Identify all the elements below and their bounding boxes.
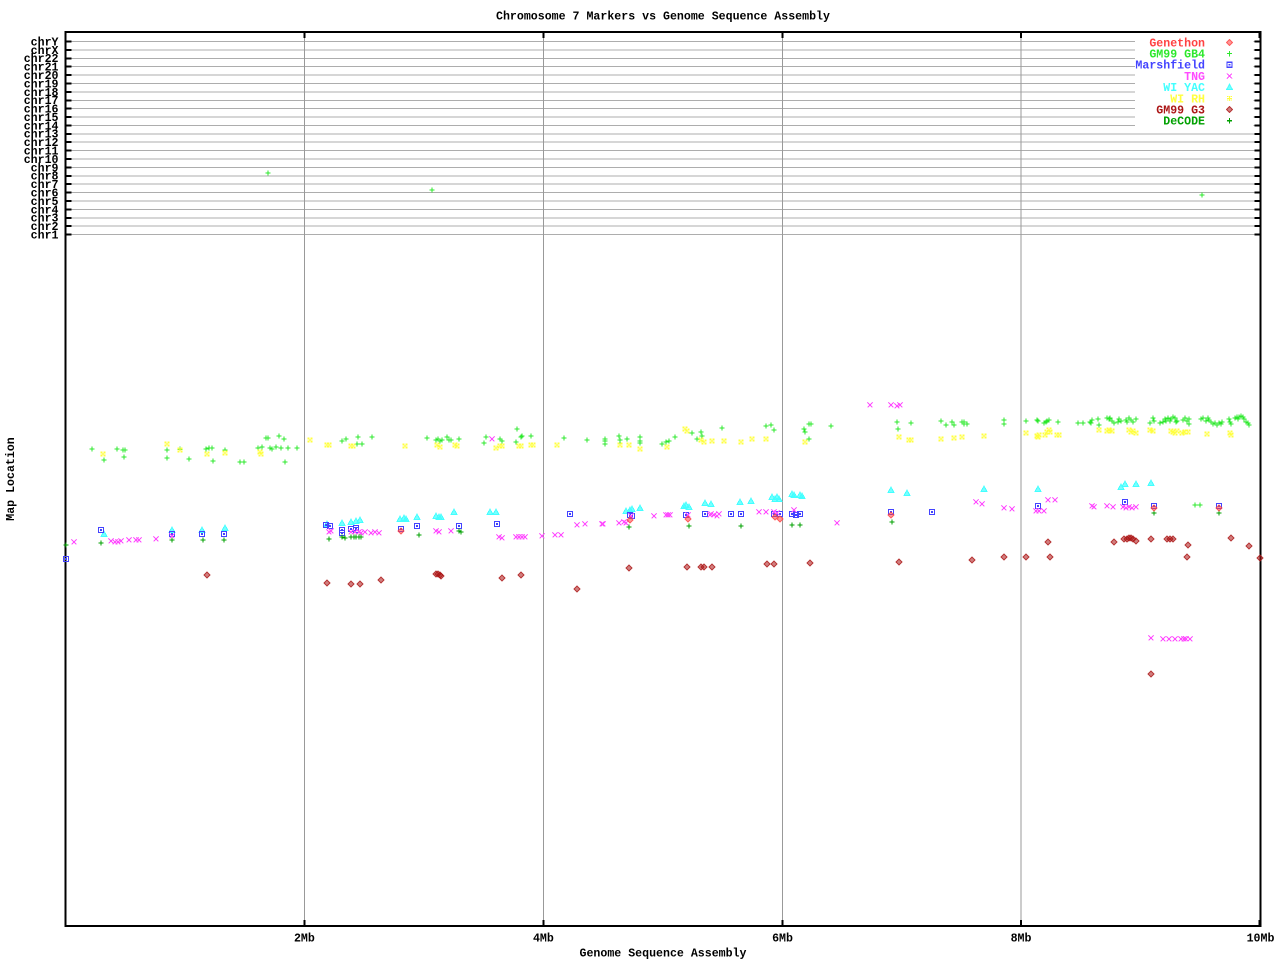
- svg-text:Genethon: Genethon: [1149, 37, 1205, 50]
- svg-text:chr16: chr16: [24, 104, 59, 117]
- svg-text:chrX: chrX: [31, 45, 59, 58]
- svg-text:chr4: chr4: [31, 204, 59, 217]
- svg-text:chr10: chr10: [24, 154, 59, 167]
- svg-text:chr19: chr19: [24, 78, 59, 91]
- svg-text:chr21: chr21: [24, 62, 59, 75]
- svg-text:chrY: chrY: [31, 36, 59, 49]
- svg-text:chr18: chr18: [24, 87, 59, 100]
- svg-text:chr2: chr2: [31, 221, 59, 234]
- svg-text:chr5: chr5: [31, 196, 59, 209]
- svg-text:Map Location: Map Location: [5, 437, 18, 521]
- svg-text:6Mb: 6Mb: [772, 933, 793, 946]
- svg-text:TNG: TNG: [1184, 71, 1205, 84]
- svg-text:chr17: chr17: [24, 95, 59, 108]
- svg-text:Chromosome 7 Markers vs Genome: Chromosome 7 Markers vs Genome Sequence …: [496, 11, 830, 24]
- svg-text:chr22: chr22: [24, 53, 59, 66]
- svg-text:10Mb: 10Mb: [1247, 933, 1275, 946]
- svg-text:DeCODE: DeCODE: [1163, 116, 1205, 129]
- svg-text:WI RH: WI RH: [1170, 93, 1205, 106]
- svg-text:2Mb: 2Mb: [294, 933, 315, 946]
- svg-text:4Mb: 4Mb: [533, 933, 554, 946]
- svg-text:WI YAC: WI YAC: [1163, 82, 1205, 95]
- svg-text:8Mb: 8Mb: [1011, 933, 1032, 946]
- svg-text:GM99 G3: GM99 G3: [1156, 104, 1205, 117]
- svg-text:chr20: chr20: [24, 70, 59, 83]
- svg-text:GM99 GB4: GM99 GB4: [1149, 49, 1205, 62]
- svg-text:chr3: chr3: [31, 213, 59, 226]
- svg-text:chr1: chr1: [31, 229, 59, 242]
- svg-text:chr11: chr11: [24, 146, 59, 159]
- svg-text:chr7: chr7: [31, 179, 59, 192]
- svg-text:chr12: chr12: [24, 137, 59, 150]
- svg-text:Genome Sequence Assembly: Genome Sequence Assembly: [580, 948, 747, 960]
- svg-text:chr15: chr15: [24, 112, 59, 125]
- svg-text:chr14: chr14: [24, 120, 59, 133]
- svg-text:chr13: chr13: [24, 129, 59, 142]
- svg-text:Marshfield: Marshfield: [1135, 60, 1205, 73]
- svg-text:chr8: chr8: [31, 171, 59, 184]
- svg-text:chr9: chr9: [31, 162, 59, 175]
- svg-text:chr6: chr6: [31, 187, 59, 200]
